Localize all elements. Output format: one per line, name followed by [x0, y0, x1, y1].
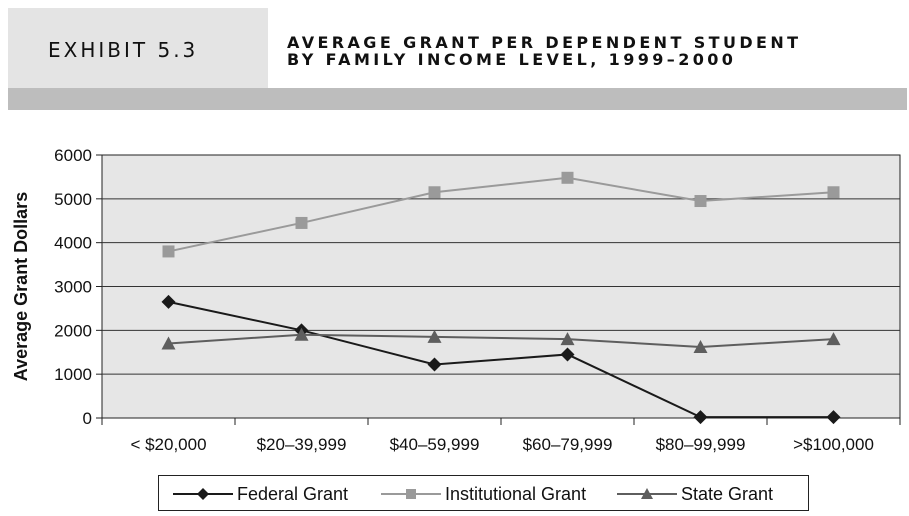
legend-label-federal: Federal Grant	[237, 483, 349, 504]
federal-data-point	[560, 347, 575, 362]
x-tick-label: $20–39,999	[257, 435, 347, 454]
y-axis-label: Average Grant Dollars	[11, 192, 31, 381]
x-tick-label: >$100,000	[793, 435, 874, 454]
y-tick-label: 1000	[54, 365, 92, 384]
federal-data-point	[427, 357, 442, 372]
exhibit-label-box: EXHIBIT 5.3	[8, 8, 268, 88]
chart-title-line-1: AVERAGE GRANT PER DEPENDENT STUDENT	[287, 33, 802, 52]
state-data-point	[560, 332, 575, 346]
legend-item-state: State Grant	[617, 484, 773, 504]
series-line-diamond	[168, 300, 834, 419]
legend-swatch-institutional	[381, 489, 441, 499]
institutional-data-point	[295, 216, 308, 229]
institutional-data-point	[561, 171, 574, 184]
y-tick-label: 3000	[54, 278, 92, 297]
y-tick-label: 0	[83, 409, 92, 428]
legend-label-institutional: Institutional Grant	[445, 483, 587, 504]
institutional-data-point	[162, 245, 175, 258]
y-tick-label: 4000	[54, 234, 92, 253]
legend-label-state: State Grant	[681, 483, 774, 504]
state-data-point	[826, 332, 841, 346]
x-tick-label: < $20,000	[130, 435, 206, 454]
series-line-triangle	[168, 333, 834, 348]
chart-title-line-2: BY FAMILY INCOME LEVEL, 1999–2000	[287, 50, 737, 69]
institutional-data-point	[428, 186, 441, 199]
y-tick-label: 5000	[54, 190, 92, 209]
institutional-data-point	[827, 186, 840, 199]
line-chart: 0 1000 2000 3000 4000 5000 6000 < $20,000 $20–39…	[11, 146, 901, 454]
legend-swatch-state	[617, 488, 677, 499]
exhibit-number: EXHIBIT 5.3	[48, 38, 199, 62]
chart-title: AVERAGE GRANT PER DEPENDENT STUDENT BY F…	[287, 34, 802, 68]
y-tick-label: 6000	[54, 146, 92, 165]
legend-swatch-federal	[173, 488, 233, 500]
chart-legend: Federal Grant Institutional Grant State …	[158, 475, 809, 511]
state-data-point	[693, 339, 708, 353]
x-tick-label: $80–99,999	[656, 435, 746, 454]
legend-item-federal: Federal Grant	[173, 484, 348, 504]
federal-data-point	[693, 410, 708, 425]
header-rule-bar	[8, 88, 907, 110]
x-tick-label: $40–59,999	[390, 435, 480, 454]
federal-data-point	[161, 294, 176, 309]
series-line-square	[168, 176, 834, 253]
state-data-point	[294, 327, 309, 341]
institutional-data-point	[694, 195, 707, 208]
y-tick-label: 2000	[54, 321, 92, 340]
x-tick-label: $60–79,999	[523, 435, 613, 454]
state-data-point	[427, 329, 442, 343]
exhibit-header: EXHIBIT 5.3 AVERAGE GRANT PER DEPENDENT …	[0, 0, 909, 112]
federal-data-point	[826, 410, 841, 425]
legend-item-institutional: Institutional Grant	[381, 484, 586, 504]
state-data-point	[161, 336, 176, 350]
